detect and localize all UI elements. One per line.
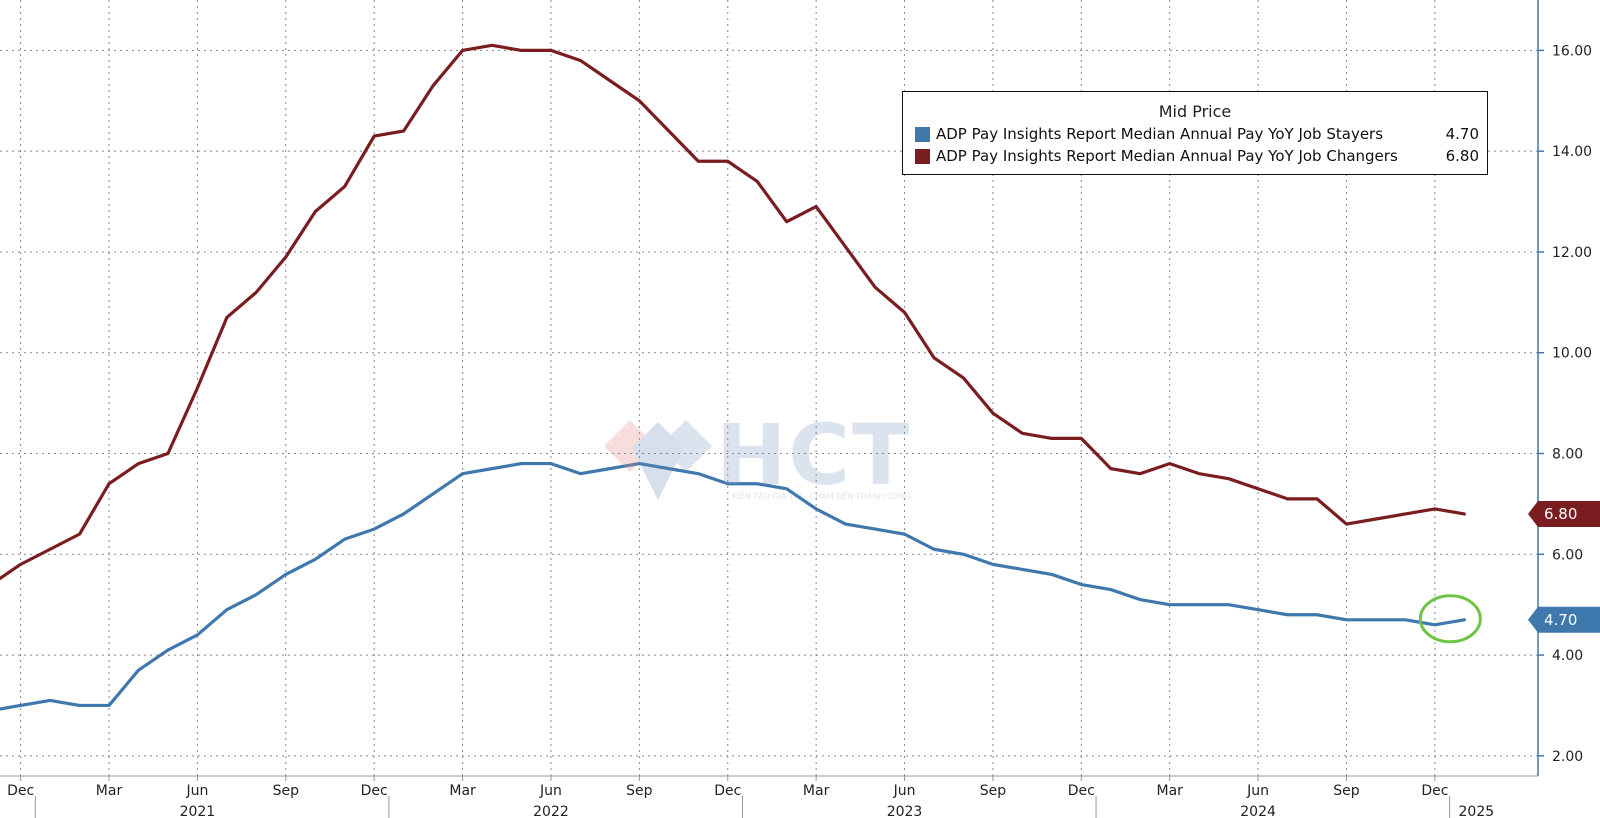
x-tick-label: Dec	[714, 783, 741, 799]
legend-label-job-changers: ADP Pay Insights Report Median Annual Pa…	[936, 147, 1398, 165]
legend-item-job-changers: ADP Pay Insights Report Median Annual Pa…	[915, 146, 1479, 166]
y-tick-label: 8.00	[1552, 447, 1583, 463]
x-tick-label: Dec	[1421, 783, 1448, 799]
y-tick-label: 12.00	[1552, 245, 1592, 261]
series-line-job-changers	[0, 43, 1466, 581]
last-value-tag-bg	[1528, 606, 1600, 633]
series-line-job-stayers	[0, 461, 1466, 711]
x-tick-label: Sep	[980, 783, 1007, 799]
x-tick-label: Mar	[449, 783, 476, 799]
x-tick-label: Jun	[893, 783, 916, 799]
legend-label-job-stayers: ADP Pay Insights Report Median Annual Pa…	[936, 125, 1384, 143]
x-tick-label: Dec	[361, 783, 388, 799]
x-tick-label: Jun	[1246, 783, 1269, 799]
x-year-label: 2025	[1459, 804, 1495, 818]
x-tick-label: Mar	[803, 783, 830, 799]
last-value-tag-label: 6.80	[1544, 505, 1577, 523]
last-value-tag-job-stayers: 4.70	[1528, 606, 1600, 633]
watermark-text: HCT	[716, 406, 912, 504]
watermark-logo-icon	[604, 420, 712, 500]
last-value-tag-label: 4.70	[1544, 611, 1577, 629]
last-value-tag-job-changers: 6.80	[1528, 500, 1600, 527]
legend-value-job-stayers: 4.70	[1445, 125, 1479, 143]
y-tick-label: 2.00	[1552, 749, 1583, 765]
legend-swatch-job-changers	[915, 148, 930, 164]
legend-swatch-job-stayers	[915, 126, 930, 142]
x-tick-label: Dec	[1068, 783, 1095, 799]
y-tick-label: 10.00	[1552, 346, 1592, 362]
x-year-label: 2022	[533, 804, 569, 818]
last-value-tag-bg	[1528, 500, 1600, 527]
x-tick-label: Sep	[1333, 783, 1360, 799]
x-year-label: 2021	[180, 804, 216, 818]
x-tick-label: Sep	[273, 783, 300, 799]
watermark: HCT KIẾN TẠO GIÁ TRỊ - CHẠM ĐẾN THÀNH CÔ…	[604, 406, 914, 507]
x-tick-label: Jun	[539, 783, 562, 799]
y-tick-label: 16.00	[1552, 43, 1592, 59]
chart-legend: Mid Price ADP Pay Insights Report Median…	[902, 91, 1488, 175]
x-tick-label: Sep	[626, 783, 653, 799]
x-year-label: 2024	[1240, 804, 1276, 818]
x-tick-label: Dec	[7, 783, 34, 799]
y-tick-label: 14.00	[1552, 144, 1592, 160]
x-tick-label: Mar	[96, 783, 123, 799]
legend-item-job-stayers: ADP Pay Insights Report Median Annual Pa…	[915, 124, 1479, 144]
x-tick-label: Mar	[1156, 783, 1183, 799]
x-tick-label: Jun	[185, 783, 208, 799]
legend-value-job-changers: 6.80	[1445, 147, 1479, 165]
y-tick-label: 6.00	[1552, 547, 1583, 563]
y-tick-label: 4.00	[1552, 648, 1583, 664]
annotation-circle	[1418, 594, 1482, 644]
x-year-label: 2023	[887, 804, 923, 818]
legend-title: Mid Price	[1158, 102, 1232, 121]
watermark-tagline: KIẾN TẠO GIÁ TRỊ - CHẠM ĐẾN THÀNH CÔNG	[732, 492, 912, 501]
